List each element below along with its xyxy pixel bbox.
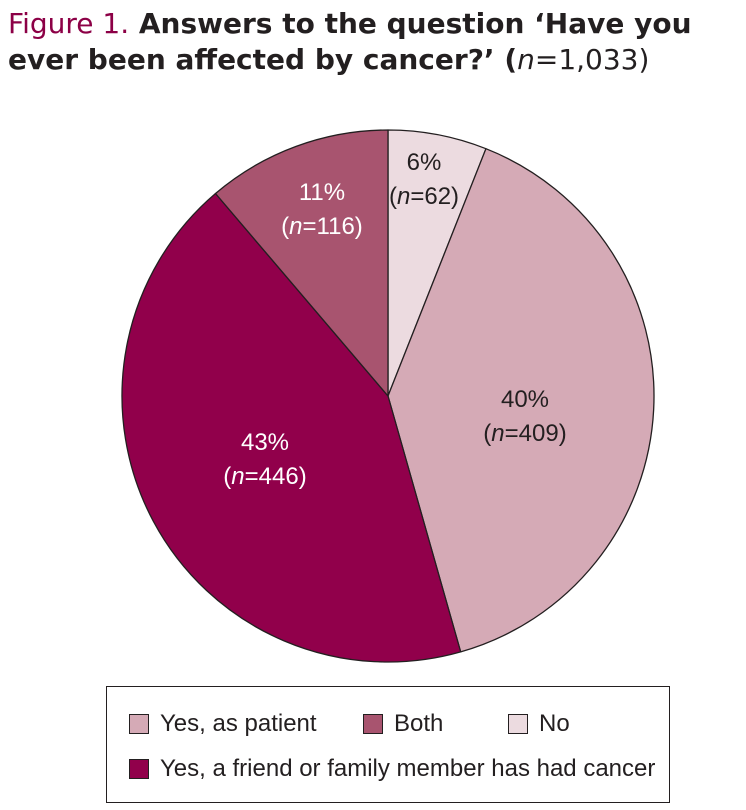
legend-swatch bbox=[129, 759, 149, 779]
slice-count-label: (n=62) bbox=[389, 183, 459, 210]
slice-percent-label: 6% bbox=[407, 149, 442, 176]
legend-label: Both bbox=[394, 710, 444, 737]
chart-title: Figure 1. Answers to the question ‘Have … bbox=[8, 6, 744, 78]
slice-percent-label: 11% bbox=[299, 179, 345, 206]
slice-count-label: (n=116) bbox=[281, 213, 363, 240]
legend-swatch bbox=[363, 714, 383, 734]
slice-percent-label: 40% bbox=[501, 386, 549, 413]
legend-item-yes-as-patient: Yes, as patient bbox=[129, 709, 317, 739]
legend-label: Yes, as patient bbox=[160, 710, 317, 737]
slice-percent-label: 43% bbox=[241, 429, 289, 456]
pie-slice-yes-a-friend-or-family-member-has-had-cancer bbox=[121, 192, 462, 663]
legend-item-both: Both bbox=[363, 709, 443, 739]
legend-label: Yes, a friend or family member has had c… bbox=[160, 755, 656, 782]
slice-count-label: (n=446) bbox=[223, 463, 306, 490]
title-n-value: =1,033) bbox=[534, 43, 650, 76]
title-text: Answers to the question ‘Have you ever b… bbox=[8, 7, 692, 76]
pie-slice-both bbox=[214, 129, 389, 397]
chart-legend: Yes, as patient Both No Yes, a friend or… bbox=[106, 686, 670, 803]
title-n-variable: n bbox=[517, 43, 535, 76]
pie-chart: 6% (n=62) 40% (n=409) 43% (n=446) 11% (n=116) bbox=[121, 129, 655, 663]
legend-swatch bbox=[508, 714, 528, 734]
legend-swatch bbox=[129, 714, 149, 734]
slice-count-label: (n=409) bbox=[483, 420, 566, 447]
legend-item-friend-or-family: Yes, a friend or family member has had c… bbox=[129, 754, 655, 784]
pie-slice-yes-as-patient bbox=[387, 148, 655, 653]
figure-label: Figure 1. bbox=[8, 7, 130, 40]
legend-label: No bbox=[539, 710, 570, 737]
legend-item-no: No bbox=[508, 709, 570, 739]
